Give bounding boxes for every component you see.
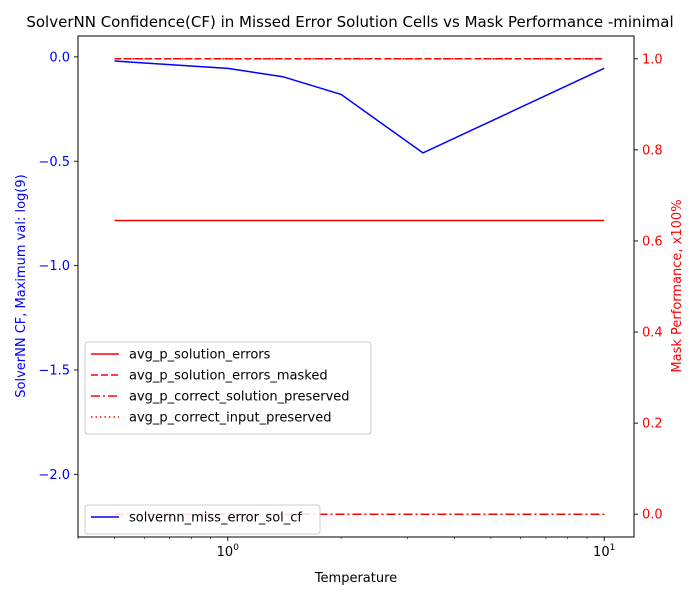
legend-left-axis: solvernn_miss_error_sol_cf [84,504,321,535]
legend-box [84,341,372,435]
left-tick-label: −2.0 [38,468,70,483]
left-tick-label: −1.0 [38,259,70,274]
series-line-solvernn-miss-error-sol-cf [114,60,605,154]
right-axis-label: Mask Performance, x100% [670,199,685,372]
plot-frame [77,35,635,538]
legend-right-axis: avg_p_solution_errors avg_p_solution_erro… [84,341,372,435]
right-tick-label: 0.0 [642,508,663,523]
right-tick-label: 1.0 [642,52,663,67]
x-tick-label: 101 [593,543,615,560]
legend-label-avg-p-solution-errors: avg_p_solution_errors [129,348,271,363]
left-axis-label: SolverNN CF, Maximum val: log(9) [14,174,29,397]
right-tick-label: 0.2 [642,417,663,432]
legend-label-avg-p-solution-errors-masked: avg_p_solution_errors_masked [129,369,328,384]
legend-box [84,504,321,535]
chart-title: SolverNN Confidence(CF) in Missed Error … [26,13,673,31]
series-layer [114,58,605,515]
right-axis: 0.0 0.2 0.4 0.6 0.8 1.0 [634,52,663,523]
left-axis: 0.0 −0.5 −1.0 −1.5 −2.0 [38,50,78,483]
right-tick-label: 0.6 [642,234,663,249]
legend-label-solvernn-miss-error-sol-cf: solvernn_miss_error_sol_cf [129,511,302,526]
left-tick-label: 0.0 [49,50,70,65]
left-tick-label: −1.5 [38,364,70,379]
x-axis: 100 101 [77,537,615,560]
right-tick-label: 0.4 [642,326,663,341]
x-tick-label: 100 [217,543,240,560]
legend-label-avg-p-correct-solution-preserved: avg_p_correct_solution_preserved [129,390,350,405]
legend-label-avg-p-correct-input-preserved: avg_p_correct_input_preserved [129,411,332,426]
left-tick-label: −0.5 [38,155,70,170]
right-tick-label: 0.8 [642,143,663,158]
x-axis-label: Temperature [314,571,397,586]
